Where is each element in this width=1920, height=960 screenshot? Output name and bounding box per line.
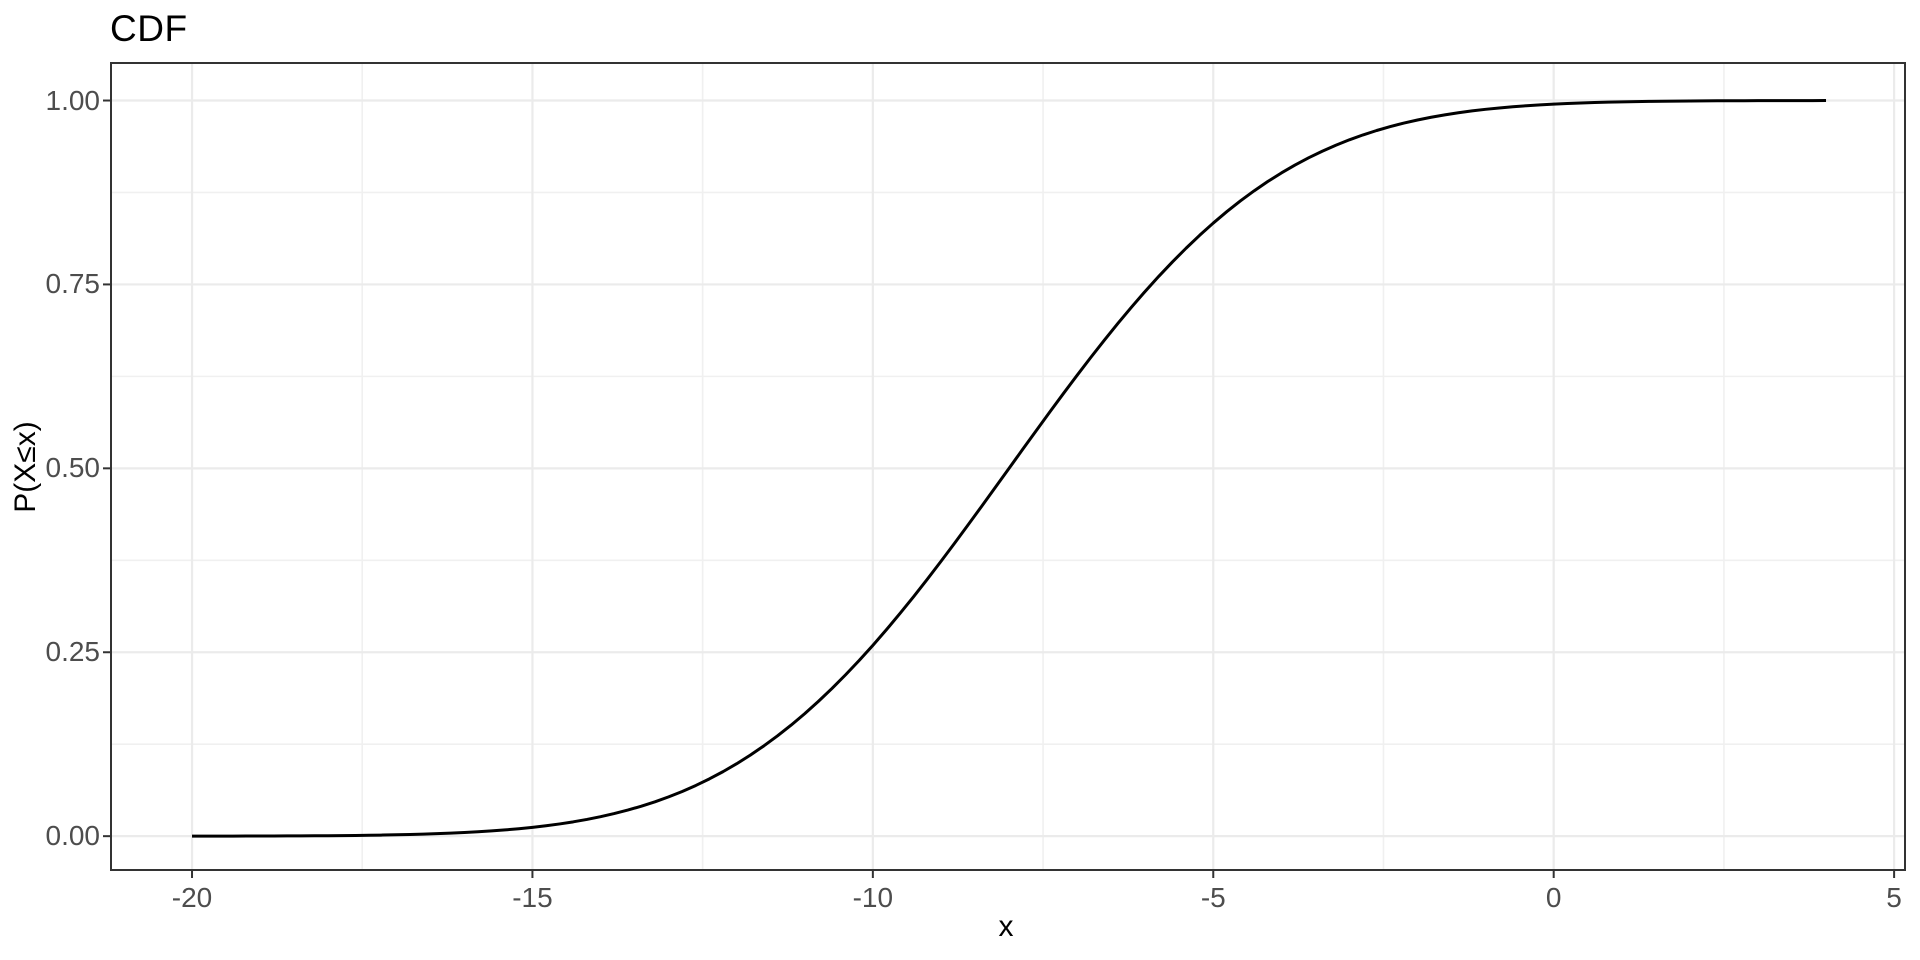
panel-border [110,62,1906,871]
cdf-curve [192,99,1827,838]
x-tick-label: 0 [1545,882,1562,913]
y-tick-label: 0.00 [45,820,101,852]
x-axis-title: x [998,910,1014,943]
y-tick-label: 1.00 [45,84,101,116]
x-tick-label: -15 [512,882,553,913]
x-tick-label: -10 [852,882,894,913]
x-tick-label: -20 [171,882,213,913]
plot-title: CDF [110,8,188,49]
x-tick-label: 5 [1886,882,1902,913]
y-tick-label: 0.50 [45,452,101,484]
y-tick-label: 0.75 [45,268,101,300]
y-tick-label: 0.25 [45,636,101,668]
x-tick-label: -5 [1200,882,1226,913]
